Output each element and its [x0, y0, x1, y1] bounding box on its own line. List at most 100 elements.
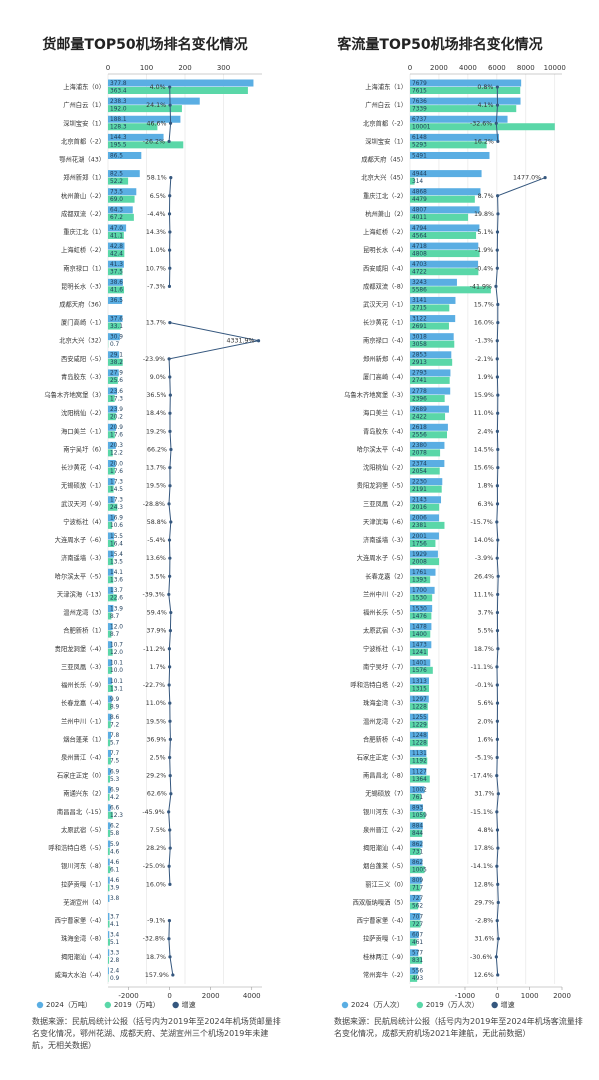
- growth-point: [496, 139, 500, 144]
- bar-value: 1002: [412, 787, 427, 793]
- growth-point: [496, 846, 500, 850]
- growth-label: 8.7%: [478, 193, 494, 200]
- bar-value: 4703: [412, 262, 427, 268]
- bar-value: 12.2: [110, 451, 123, 457]
- growth-label: -11.2%: [143, 646, 165, 653]
- bar-value: 1761: [412, 570, 427, 576]
- bar: [108, 467, 115, 475]
- bar: [108, 376, 118, 384]
- growth-point: [168, 85, 172, 89]
- category-label: 大连周水子（-5）: [357, 553, 407, 562]
- growth-point: [496, 882, 500, 886]
- bar: [108, 648, 113, 656]
- bar: [410, 568, 436, 576]
- bar: [410, 369, 451, 377]
- bar: [410, 721, 428, 729]
- growth-point: [496, 937, 500, 941]
- bar-value: 3.7: [110, 914, 120, 920]
- bar-value: 562: [412, 904, 423, 910]
- bar-value: 14.1: [110, 570, 123, 576]
- category-label: 揭阳潮汕（-4）: [61, 952, 105, 961]
- legend-marker: [36, 1001, 44, 1009]
- bar: [108, 231, 124, 239]
- category-label: 温州龙湾（-2）: [363, 716, 407, 725]
- category-label: 杭州萧山（2）: [365, 209, 407, 218]
- bar-value: 9.9: [110, 697, 120, 703]
- chart-title: 货邮量TOP50机场排名变化情况: [41, 36, 247, 53]
- category-label: 长春龙嘉（2）: [365, 571, 407, 580]
- bar: [108, 485, 114, 493]
- category-label: 沈阳桃仙（-2）: [61, 408, 105, 417]
- growth-point: [495, 230, 500, 234]
- growth-label: 16.0%: [474, 320, 494, 327]
- growth-label: -2.1%: [475, 356, 493, 363]
- category-label: 成都天府（36）: [59, 300, 105, 309]
- growth-label: -15.7%: [471, 519, 493, 526]
- bar: [410, 351, 452, 359]
- bar-value: 17.6: [110, 433, 123, 439]
- bar: [410, 296, 456, 304]
- category-label: 青岛胶东（-3）: [61, 372, 105, 381]
- bar-value: 36.5: [110, 298, 123, 304]
- legend-label: 增速: [501, 1000, 515, 1009]
- growth-label: 1.9%: [477, 374, 493, 381]
- bar-value: 2001: [412, 534, 427, 540]
- growth-point: [167, 810, 171, 814]
- bar-value: 10.1: [110, 679, 123, 685]
- growth-label: 5.6%: [478, 700, 494, 707]
- bar-value: 5491: [412, 153, 427, 159]
- bar-value: 144.3: [110, 135, 127, 141]
- growth-point: [495, 828, 500, 832]
- bar-value: 12.0: [110, 650, 123, 656]
- growth-point: [495, 484, 499, 488]
- bar-value: 17.3: [110, 396, 123, 402]
- bar-value: 4479: [412, 197, 427, 203]
- x-tick-label: 300: [217, 64, 230, 72]
- bar: [108, 188, 137, 196]
- growth-label: 37.9%: [146, 628, 166, 635]
- bar: [410, 840, 423, 848]
- bar-value: 4722: [412, 270, 427, 276]
- bar: [410, 829, 423, 837]
- growth-label: 10.7%: [146, 265, 166, 272]
- growth-label: -22.7%: [143, 682, 165, 689]
- bar-value: 15.5: [110, 534, 123, 540]
- category-label: 成都双流（-8）: [363, 281, 407, 290]
- bar-value: 1400: [412, 632, 427, 638]
- bar-value: 20.9: [110, 425, 123, 431]
- growth-label: 4331.9%: [227, 338, 255, 345]
- bar: [108, 956, 110, 964]
- bar: [410, 333, 454, 341]
- growth-label: 11.0%: [474, 410, 494, 417]
- bar-value: 16.4: [110, 541, 123, 547]
- bar: [410, 376, 450, 384]
- bar-value: 13.9: [110, 606, 123, 612]
- bar-value: 7.8: [110, 733, 120, 739]
- bar: [410, 648, 428, 656]
- category-label: 沈阳桃仙（-2）: [363, 463, 407, 472]
- bar: [410, 659, 431, 667]
- bar-value: 1255: [412, 715, 427, 721]
- growth-point: [496, 321, 500, 325]
- bar-value: 3.3: [110, 951, 120, 957]
- growth-point: [168, 719, 172, 723]
- growth-point: [171, 973, 175, 977]
- growth-label: 1.6%: [477, 736, 493, 743]
- growth-point: [168, 465, 172, 470]
- legend-item: 2019（万吨）: [104, 1000, 160, 1009]
- bar: [108, 840, 111, 848]
- bar: [108, 938, 110, 946]
- growth-point: [168, 774, 172, 778]
- growth-point: [169, 610, 173, 615]
- bar: [410, 460, 445, 468]
- bar-value: 2054: [412, 469, 427, 475]
- category-label: 呼和浩特白塔（-2）: [350, 680, 407, 689]
- bar-value: 6.9: [110, 769, 120, 775]
- bar: [410, 630, 431, 638]
- bar: [410, 423, 448, 431]
- growth-label: -1.9%: [475, 247, 493, 254]
- bar-value: 4564: [412, 233, 427, 239]
- bar: [410, 260, 479, 268]
- bar-value: 1127: [412, 769, 427, 775]
